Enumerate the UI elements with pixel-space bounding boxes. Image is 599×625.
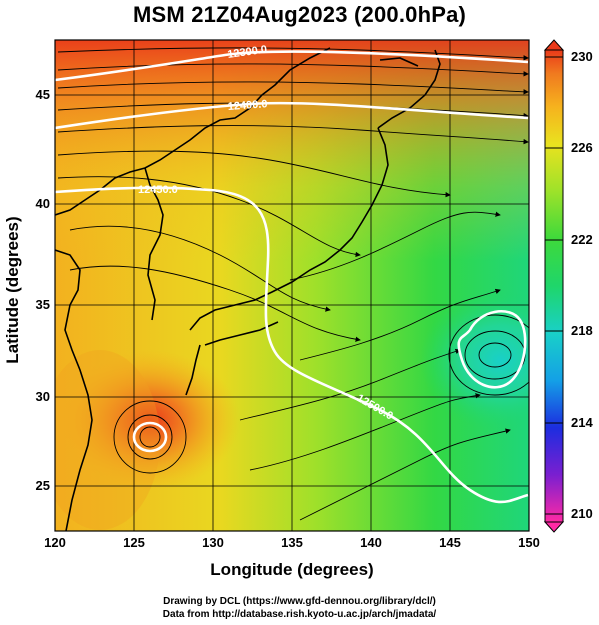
colorbar <box>543 39 565 533</box>
colorbar-tick-label: 230 <box>571 49 593 64</box>
grid-lines <box>55 40 529 531</box>
y-tick-label: 35 <box>35 297 50 312</box>
credit-data: Data from http://database.rish.kyoto-u.a… <box>162 609 437 620</box>
x-tick-label: 125 <box>123 535 145 550</box>
colorbar-tick-label: 222 <box>571 232 593 247</box>
credit-drawing: Drawing by DCL (https://www.gfd-dennou.o… <box>163 596 436 607</box>
x-tick-label: 140 <box>360 535 382 550</box>
x-tick-label: 135 <box>281 535 303 550</box>
y-tick-label: 30 <box>35 389 50 404</box>
colorbar-tick-label: 214 <box>571 415 593 430</box>
height-contours <box>55 50 529 504</box>
x-tick-label: 130 <box>202 535 224 550</box>
y-tick-label: 25 <box>35 478 50 493</box>
colorbar-tick-label: 226 <box>571 140 593 155</box>
contour-label: 12300.0 <box>227 44 268 61</box>
colorbar-tick-label: 210 <box>571 506 593 521</box>
contour-label: 12400.0 <box>227 98 268 113</box>
y-tick-label: 40 <box>35 196 50 211</box>
map-title: MSM 21Z04Aug2023 (200.0hPa) <box>132 2 467 27</box>
y-tick-label: 45 <box>35 87 50 102</box>
wind-streamlines <box>57 47 529 521</box>
plot-frame <box>54 39 530 532</box>
colorbar-tick-label: 218 <box>571 323 593 338</box>
y-axis-title: Latitude (degrees) <box>3 216 22 364</box>
x-tick-label: 145 <box>439 535 461 550</box>
coastlines <box>55 47 441 531</box>
x-tick-label: 120 <box>44 535 66 550</box>
x-tick-label: 150 <box>518 535 540 550</box>
contour-label: 12450.0 <box>138 184 178 196</box>
x-axis-title: Longitude (degrees) <box>210 560 374 579</box>
